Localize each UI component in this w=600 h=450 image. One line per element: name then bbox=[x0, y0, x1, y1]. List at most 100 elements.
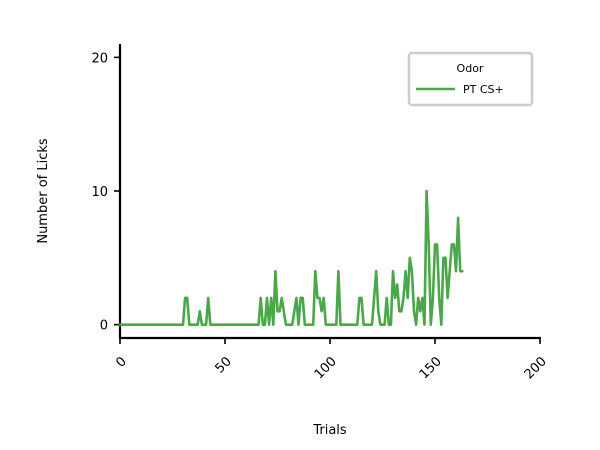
data-point bbox=[178, 324, 179, 325]
data-point bbox=[441, 324, 442, 325]
data-point bbox=[216, 324, 217, 325]
data-point bbox=[462, 271, 463, 272]
data-point bbox=[119, 324, 120, 325]
data-point bbox=[437, 244, 438, 245]
data-point bbox=[359, 297, 360, 298]
data-point bbox=[149, 324, 150, 325]
legend-box bbox=[407, 51, 534, 107]
data-point bbox=[432, 297, 433, 298]
data-point bbox=[203, 324, 204, 325]
data-point bbox=[174, 324, 175, 325]
data-point bbox=[325, 324, 326, 325]
data-point bbox=[269, 324, 270, 325]
data-point bbox=[416, 324, 417, 325]
data-point bbox=[413, 311, 414, 312]
x-axis-label: Trials bbox=[312, 423, 347, 438]
data-point bbox=[140, 324, 141, 325]
data-point bbox=[168, 324, 169, 325]
data-point bbox=[292, 324, 293, 325]
data-point bbox=[260, 297, 261, 298]
data-point bbox=[195, 324, 196, 325]
data-point bbox=[227, 324, 228, 325]
data-point bbox=[245, 324, 246, 325]
data-point bbox=[155, 324, 156, 325]
data-point bbox=[185, 297, 186, 298]
data-point bbox=[306, 324, 307, 325]
data-point bbox=[206, 324, 207, 325]
data-point bbox=[369, 324, 370, 325]
data-point bbox=[277, 311, 278, 312]
data-points bbox=[119, 190, 463, 325]
data-point bbox=[428, 244, 429, 245]
data-point bbox=[317, 297, 318, 298]
data-point bbox=[376, 271, 377, 272]
data-point bbox=[298, 324, 299, 325]
data-point bbox=[266, 297, 267, 298]
data-point bbox=[294, 311, 295, 312]
data-point bbox=[193, 324, 194, 325]
data-point bbox=[399, 311, 400, 312]
data-point bbox=[132, 324, 133, 325]
data-point bbox=[264, 324, 265, 325]
data-point bbox=[323, 297, 324, 298]
data-point bbox=[426, 190, 427, 191]
data-point bbox=[418, 297, 419, 298]
data-point bbox=[453, 244, 454, 245]
data-point bbox=[411, 271, 412, 272]
data-point bbox=[374, 297, 375, 298]
data-point bbox=[403, 297, 404, 298]
data-point bbox=[237, 324, 238, 325]
data-point bbox=[172, 324, 173, 325]
data-point bbox=[222, 324, 223, 325]
data-point bbox=[321, 311, 322, 312]
data-point bbox=[363, 324, 364, 325]
data-point bbox=[210, 324, 211, 325]
legend-label-pt-cs-plus: PT CS+ bbox=[463, 83, 504, 96]
data-point bbox=[248, 324, 249, 325]
x-tick-label: 100 bbox=[312, 354, 340, 382]
data-point bbox=[166, 324, 167, 325]
x-tick-label: 150 bbox=[417, 354, 445, 382]
y-axis-label: Number of Licks bbox=[36, 138, 51, 244]
data-point bbox=[157, 324, 158, 325]
data-point bbox=[233, 324, 234, 325]
data-point bbox=[254, 324, 255, 325]
data-point bbox=[327, 324, 328, 325]
data-point bbox=[388, 324, 389, 325]
data-point bbox=[134, 324, 135, 325]
data-point bbox=[308, 324, 309, 325]
series-line-pt-cs-plus bbox=[118, 189, 464, 326]
data-point bbox=[392, 271, 393, 272]
data-point bbox=[348, 324, 349, 325]
data-point bbox=[182, 324, 183, 325]
data-point bbox=[170, 324, 171, 325]
data-point bbox=[329, 324, 330, 325]
data-point bbox=[126, 324, 127, 325]
data-point bbox=[384, 324, 385, 325]
data-point bbox=[208, 297, 209, 298]
data-point bbox=[262, 324, 263, 325]
data-point bbox=[380, 324, 381, 325]
data-point bbox=[386, 297, 387, 298]
data-point bbox=[365, 324, 366, 325]
data-point bbox=[180, 324, 181, 325]
data-point bbox=[231, 324, 232, 325]
data-point bbox=[409, 257, 410, 258]
data-point bbox=[164, 324, 165, 325]
data-point bbox=[397, 284, 398, 285]
data-point bbox=[319, 297, 320, 298]
data-point bbox=[401, 311, 402, 312]
x-ticks: 0 50 100 150 200 bbox=[113, 338, 550, 382]
data-point bbox=[218, 324, 219, 325]
y-ticks: 0 10 20 bbox=[91, 51, 120, 334]
data-point bbox=[455, 271, 456, 272]
data-point bbox=[361, 297, 362, 298]
data-point bbox=[336, 324, 337, 325]
data-point bbox=[199, 311, 200, 312]
data-point bbox=[344, 324, 345, 325]
data-point bbox=[451, 244, 452, 245]
data-point bbox=[422, 297, 423, 298]
data-point bbox=[449, 271, 450, 272]
data-point bbox=[424, 324, 425, 325]
